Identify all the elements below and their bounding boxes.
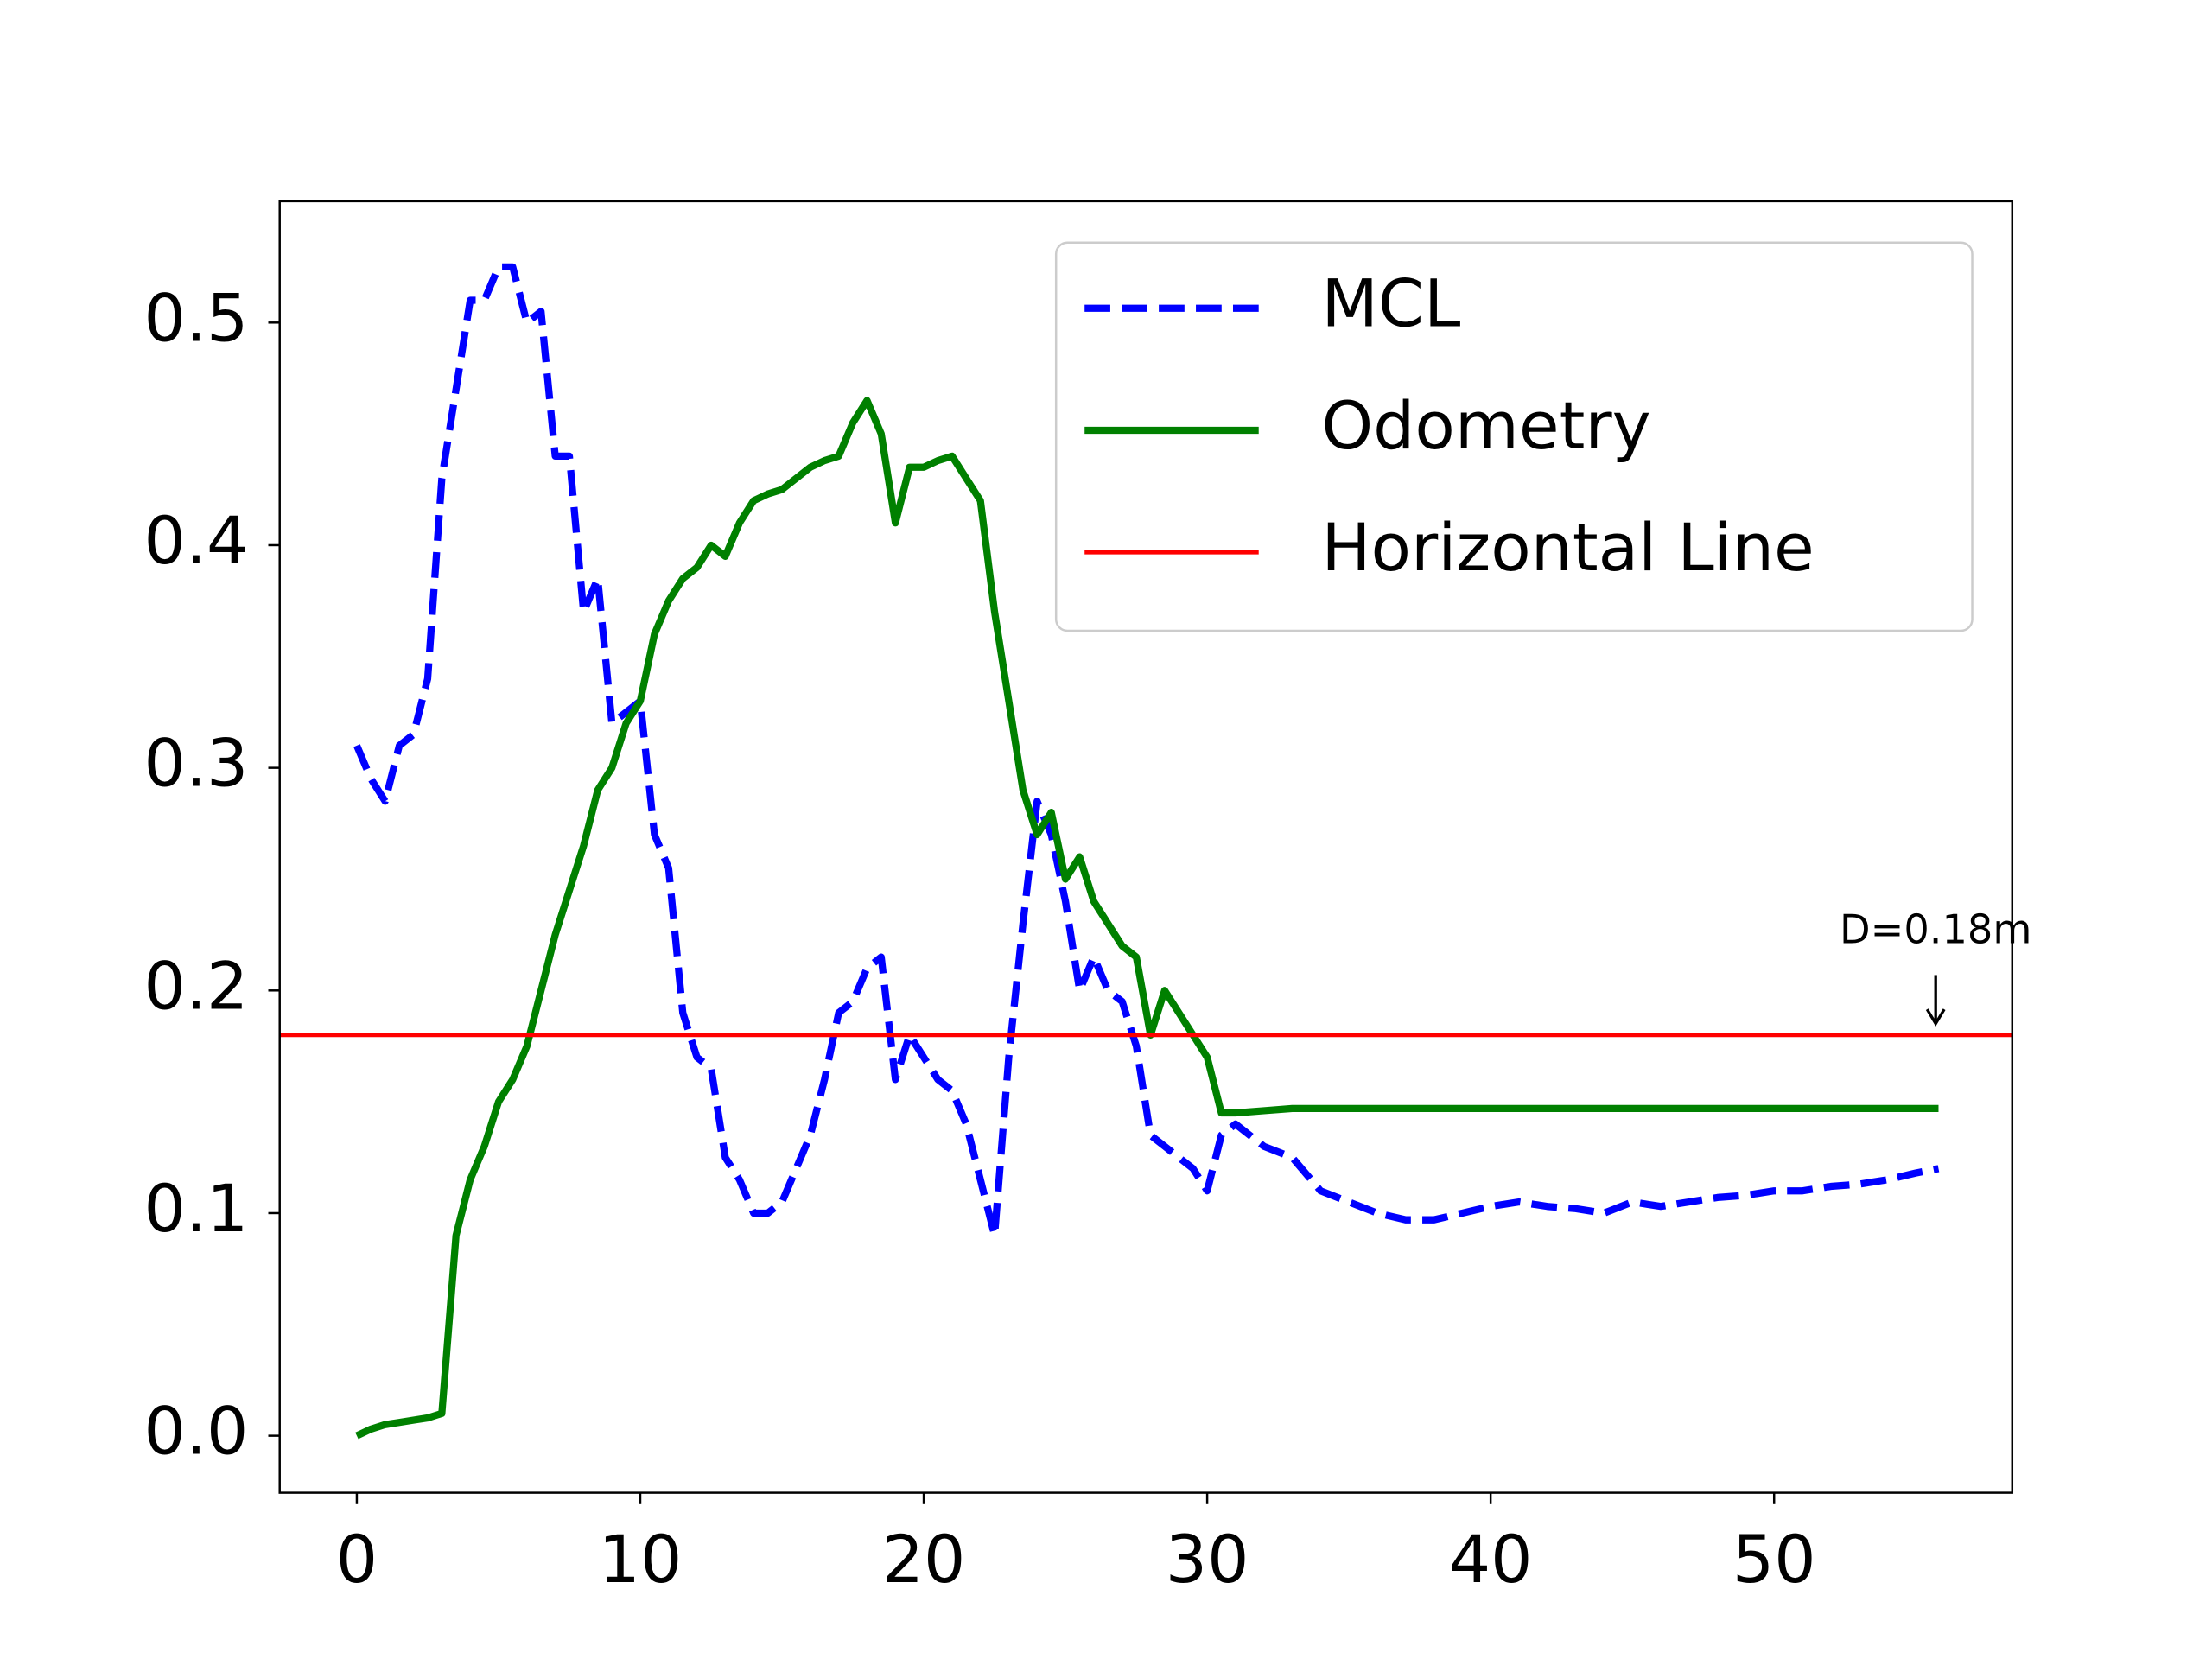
- x-tick-label: 50: [1732, 1521, 1816, 1598]
- y-tick-label: 0.2: [144, 947, 249, 1024]
- x-tick-label: 20: [882, 1521, 966, 1598]
- annotation: D=0.18m: [1840, 906, 2031, 952]
- y-tick-label: 0.3: [144, 725, 249, 802]
- y-tick-label: 0.1: [144, 1170, 249, 1247]
- x-tick-label: 10: [599, 1521, 683, 1598]
- x-tick-label: 40: [1449, 1521, 1533, 1598]
- y-tick-label: 0.4: [144, 502, 249, 579]
- x-tick-label: 30: [1166, 1521, 1249, 1598]
- legend-label: Horizontal Line: [1321, 509, 1814, 586]
- plot-frame: [278, 200, 2014, 1494]
- legend-label: MCL: [1321, 265, 1460, 342]
- series-line: [353, 263, 1940, 1239]
- y-tick-label: 0.0: [144, 1393, 249, 1470]
- series-line: [355, 397, 1939, 1440]
- x-tick-label: 0: [336, 1521, 378, 1598]
- annotation-arrowhead: [1925, 1008, 1946, 1027]
- legend-box: [1054, 241, 1974, 632]
- legend-label: Odometry: [1321, 387, 1650, 464]
- y-tick-label: 0.5: [144, 279, 249, 356]
